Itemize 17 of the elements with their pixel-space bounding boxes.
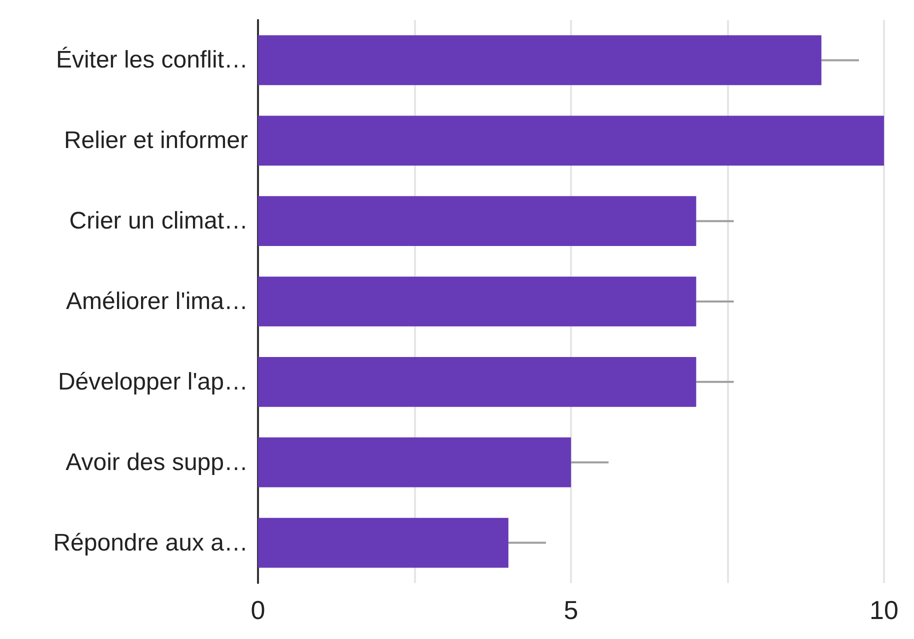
y-tick-label: Améliorer l'ima… [66, 288, 248, 315]
bar [258, 356, 696, 407]
x-tick-label: 10 [870, 595, 898, 625]
y-tick-label: Avoir des supp… [66, 448, 248, 476]
y-tick-label: Relier et informer [64, 127, 248, 154]
y-tick-label: Répondre aux a… [53, 529, 248, 556]
x-tick-label: 0 [250, 595, 266, 625]
x-tick-label: 5 [564, 595, 578, 625]
bar [258, 196, 696, 246]
bar [258, 437, 571, 488]
y-tick-label: Crier un climat… [69, 208, 248, 235]
bar [258, 116, 884, 166]
y-tick-label: Développer l'ap… [58, 368, 248, 396]
bar [258, 276, 696, 326]
y-tick-label: Éviter les conflit… [56, 46, 248, 74]
bar [258, 35, 822, 86]
bar [258, 518, 508, 568]
